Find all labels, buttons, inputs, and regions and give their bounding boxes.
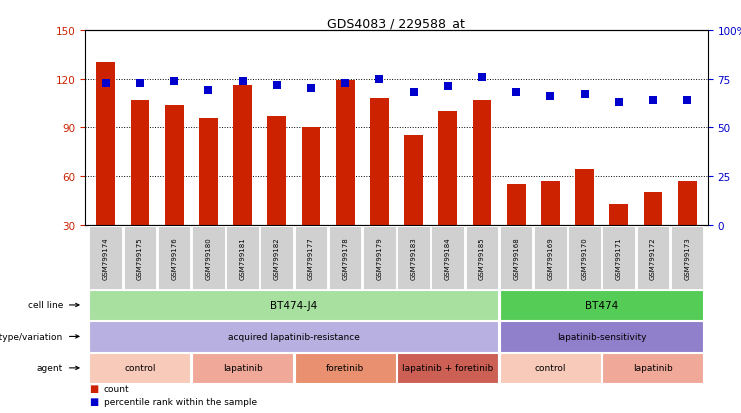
Bar (541, 181, 559, 225)
Text: foretinib: foretinib (326, 363, 365, 373)
Text: GSM799171: GSM799171 (616, 236, 622, 279)
Point (476, 74, 488, 81)
Text: agent: agent (37, 363, 63, 373)
Text: GSM799174: GSM799174 (103, 237, 109, 279)
Point (100, 80, 112, 87)
Text: ■: ■ (89, 396, 98, 406)
Text: GSM799184: GSM799184 (445, 237, 451, 279)
Text: GSM799178: GSM799178 (342, 236, 348, 279)
Text: GSM799175: GSM799175 (137, 237, 143, 279)
Title: GDS4083 / 229588_at: GDS4083 / 229588_at (328, 17, 465, 30)
Point (681, 97, 693, 104)
Text: GSM799172: GSM799172 (650, 237, 656, 279)
Text: BT474: BT474 (585, 300, 618, 310)
Point (408, 90, 419, 96)
Text: percentile rank within the sample: percentile rank within the sample (104, 397, 257, 406)
Point (168, 78, 180, 85)
Text: GSM799179: GSM799179 (376, 236, 382, 279)
Bar (165, 105, 184, 225)
Text: BT474-J4: BT474-J4 (270, 300, 317, 310)
Point (373, 76, 385, 83)
Text: GSM799177: GSM799177 (308, 236, 314, 279)
Bar (336, 81, 354, 225)
Bar (404, 136, 423, 225)
Text: lapatinib-sensitivity: lapatinib-sensitivity (557, 332, 646, 341)
Text: GSM799183: GSM799183 (411, 236, 416, 279)
Text: GSM799176: GSM799176 (171, 236, 177, 279)
Bar (233, 86, 252, 225)
Bar (609, 204, 628, 225)
Text: ■: ■ (89, 383, 98, 393)
Bar (575, 170, 594, 225)
Bar (199, 118, 218, 225)
Bar (130, 100, 150, 225)
Point (134, 80, 146, 87)
Bar (473, 100, 491, 225)
Bar (507, 185, 525, 225)
Point (236, 78, 248, 85)
Text: GSM799170: GSM799170 (582, 236, 588, 279)
Text: GSM799173: GSM799173 (684, 236, 690, 279)
Point (613, 100, 625, 106)
Text: control: control (124, 363, 156, 373)
Point (305, 86, 317, 93)
Text: GSM799182: GSM799182 (273, 237, 280, 279)
Text: lapatinib: lapatinib (222, 363, 262, 373)
Text: GSM799181: GSM799181 (239, 236, 245, 279)
Text: lapatinib: lapatinib (633, 363, 673, 373)
Text: cell line: cell line (27, 301, 63, 310)
Text: lapatinib + foretinib: lapatinib + foretinib (402, 363, 494, 373)
Bar (302, 128, 320, 225)
Bar (439, 112, 457, 225)
Text: genotype/variation: genotype/variation (0, 332, 63, 341)
Text: GSM799168: GSM799168 (513, 236, 519, 279)
Text: control: control (534, 363, 566, 373)
Point (545, 94, 556, 100)
Bar (268, 117, 286, 225)
Point (339, 80, 351, 87)
Text: GSM799185: GSM799185 (479, 237, 485, 279)
Point (647, 97, 659, 104)
Text: GSM799180: GSM799180 (205, 236, 211, 279)
Point (202, 88, 214, 95)
Point (442, 84, 453, 90)
Bar (643, 193, 662, 225)
Bar (96, 63, 115, 225)
Point (270, 82, 282, 89)
Point (511, 90, 522, 96)
Bar (370, 99, 389, 225)
Bar (678, 181, 697, 225)
Point (579, 92, 591, 98)
Text: GSM799169: GSM799169 (548, 236, 554, 279)
Text: acquired lapatinib-resistance: acquired lapatinib-resistance (228, 332, 360, 341)
Text: count: count (104, 384, 130, 393)
